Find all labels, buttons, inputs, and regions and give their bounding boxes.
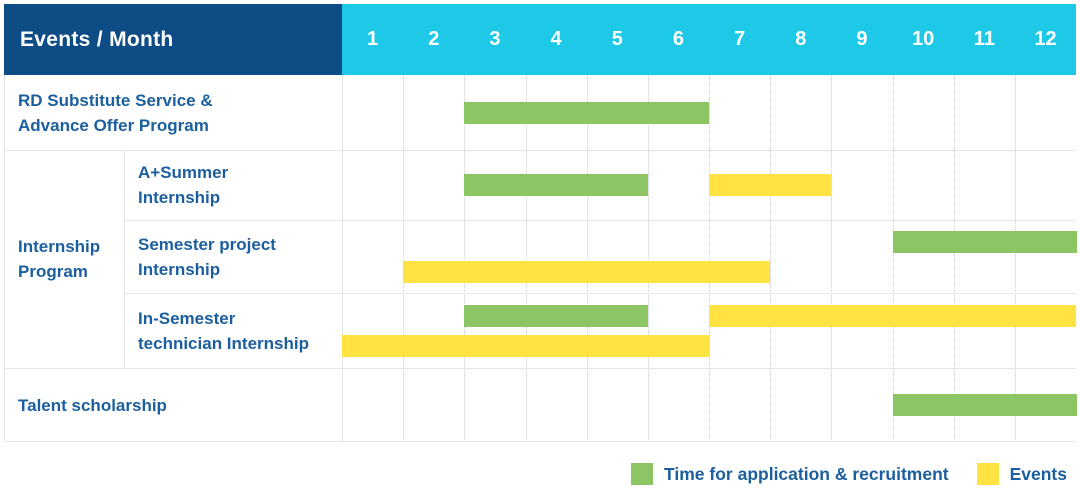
month-label: 12 <box>1034 28 1057 50</box>
row-label-line: Talent scholarship <box>18 395 167 415</box>
legend-label: Time for application & recruitment <box>664 463 949 484</box>
row-label-line: Internship <box>138 188 221 207</box>
gantt-body: Internship Program RD Substitute Service &… <box>4 75 1077 442</box>
month-gridline <box>403 75 404 442</box>
month-label: 9 <box>856 28 868 50</box>
month-gridline <box>648 75 649 442</box>
month-gridline <box>770 75 771 442</box>
month-label: 2 <box>428 28 440 50</box>
row-label: A+Summer Internship <box>138 150 228 220</box>
row-label: In-Semester technician Internship <box>138 293 309 368</box>
month-label: 3 <box>489 28 501 50</box>
gantt-bar-green <box>464 102 709 124</box>
month-label: 7 <box>734 28 746 50</box>
row-label-line: technician Internship <box>138 333 309 353</box>
row-label-line: Advance Offer Program <box>18 115 209 135</box>
month-gridline <box>893 75 894 442</box>
gantt-bar-yellow <box>342 335 709 357</box>
row-label-line: RD Substitute Service & <box>18 90 213 110</box>
month-label: 6 <box>672 28 684 50</box>
legend-yellow-swatch-icon <box>976 463 999 485</box>
events-month-table: Events / Month 1 2 3 4 5 6 7 8 9 10 11 12 Internshi… <box>4 4 1077 442</box>
row-separator <box>4 368 1076 369</box>
month-header-strip: 1 2 3 4 5 6 7 8 9 10 11 12 <box>342 4 1076 75</box>
month-gridline <box>587 75 588 442</box>
legend-item: Time for application & recruitment <box>631 463 949 485</box>
month-gridline <box>954 75 955 442</box>
gantt-bar-yellow <box>403 261 770 283</box>
row-label: RD Substitute Service & Advance Offer Pro… <box>18 75 213 150</box>
gantt-bar-green <box>464 305 648 327</box>
gantt-bar-yellow <box>709 174 831 196</box>
group-label-internship-program: Internship Program <box>18 150 100 368</box>
month-label: 5 <box>611 28 623 50</box>
table-bottom-border <box>4 441 1076 442</box>
month-gridline <box>526 75 527 442</box>
month-gridline <box>831 75 832 442</box>
month-gridline <box>709 75 710 442</box>
month-label: 11 <box>973 28 995 50</box>
month-label: 8 <box>795 28 807 50</box>
group-label-line: Program <box>18 262 88 281</box>
row-label-line: A+Summer <box>138 163 229 182</box>
gantt-bar-green <box>464 174 648 196</box>
group-subrow-divider <box>124 150 125 368</box>
month-label: 4 <box>550 28 562 50</box>
row-label: Talent scholarship <box>18 368 167 442</box>
row-separator <box>124 220 1076 221</box>
legend-label: Events <box>1009 463 1067 484</box>
legend-green-swatch-icon <box>631 463 654 485</box>
row-label-line: In-Semester <box>138 308 236 328</box>
row-label-line: Internship <box>138 259 221 279</box>
gantt-bar-green <box>893 231 1077 253</box>
table-header-row: Events / Month 1 2 3 4 5 6 7 8 9 10 11 12 <box>4 4 1076 75</box>
legend-item: Events <box>976 463 1067 485</box>
month-label: 10 <box>912 28 935 50</box>
label-grid-divider <box>342 75 343 442</box>
month-label: 1 <box>367 28 379 50</box>
table-title: Events / Month <box>20 27 174 51</box>
legend: Time for application & recruitment Events <box>0 442 1080 494</box>
header-events-month-cell: Events / Month <box>4 4 342 75</box>
gantt-bar-yellow <box>709 305 1076 327</box>
month-gridline <box>464 75 465 442</box>
month-gridline <box>1015 75 1016 442</box>
table-left-border <box>4 75 5 442</box>
row-label-line: Semester project <box>138 234 276 254</box>
group-label-line: Internship <box>18 237 101 256</box>
row-label: Semester project Internship <box>138 220 276 293</box>
row-separator <box>4 150 1076 151</box>
gantt-bar-green <box>893 394 1077 416</box>
row-separator <box>124 293 1076 294</box>
